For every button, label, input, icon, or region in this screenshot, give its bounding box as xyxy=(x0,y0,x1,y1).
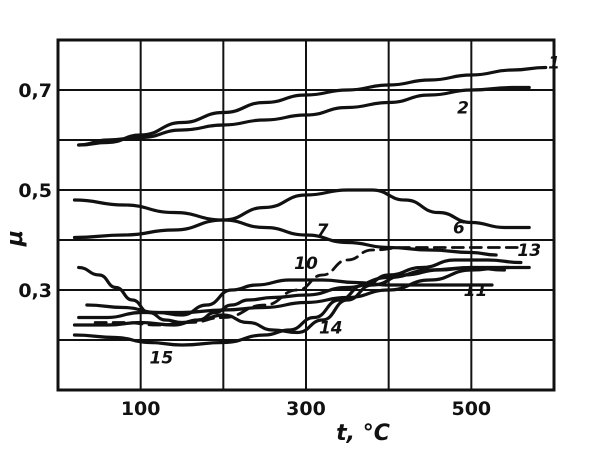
curve-15 xyxy=(77,265,506,325)
curve-label-11: 11 xyxy=(464,281,488,301)
y-tick-label: 0,7 xyxy=(18,80,52,102)
y-tick-label: 0,3 xyxy=(18,280,52,302)
curve-label-1: 1 xyxy=(548,54,560,74)
curve-1 xyxy=(77,65,548,147)
curve-labels: 1 2 6 7 10 11 13 14 15 xyxy=(149,54,559,369)
y-tick-label: 0,5 xyxy=(18,180,52,202)
curve-2 xyxy=(77,85,531,147)
x-axis-label: t, °C xyxy=(336,421,390,446)
tick-labels: 100 300 500 0,7 0,5 0,3 xyxy=(18,80,491,420)
curve-label-7: 7 xyxy=(317,221,329,241)
curve-label-10: 10 xyxy=(294,254,318,274)
y-axis-label: μ xyxy=(3,230,28,247)
grid-lines xyxy=(58,40,554,390)
curve-13 xyxy=(77,265,531,320)
x-tick-label: 300 xyxy=(286,398,326,420)
curve-7 xyxy=(72,198,498,257)
curve-label-6: 6 xyxy=(453,219,465,239)
curve-label-14: 14 xyxy=(319,319,343,339)
curves xyxy=(72,65,548,347)
curve-label-2: 2 xyxy=(457,99,469,119)
x-tick-label: 500 xyxy=(451,398,491,420)
plot-frame xyxy=(56,38,556,392)
curve-6 xyxy=(72,188,531,240)
x-tick-label: 100 xyxy=(121,398,161,420)
curve-label-15: 15 xyxy=(149,349,173,369)
curve-label-13: 13 xyxy=(517,241,541,261)
curve-unlabeled xyxy=(72,258,523,347)
